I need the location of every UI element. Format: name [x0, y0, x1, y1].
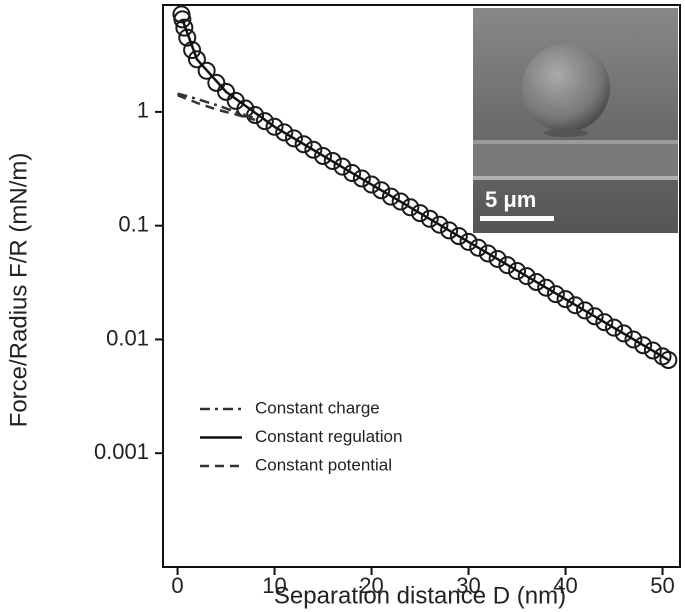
- plot-frame: [162, 4, 681, 568]
- data-point: [605, 318, 624, 337]
- data-point: [304, 140, 323, 159]
- data-point: [478, 244, 497, 263]
- data-point: [643, 341, 662, 360]
- data-point: [556, 290, 575, 309]
- y-tick-label: 0.01: [106, 325, 149, 350]
- data-point: [659, 350, 678, 369]
- data-point: [372, 181, 391, 200]
- data-point: [275, 123, 294, 142]
- data-point: [197, 61, 216, 80]
- y-axis-label: Force/Radius F/R (mN/m): [5, 153, 32, 428]
- data-point: [430, 215, 449, 234]
- data-point: [440, 221, 459, 240]
- data-point: [207, 73, 226, 92]
- data-point: [265, 117, 284, 136]
- data-point: [323, 152, 342, 171]
- data-point: [343, 164, 362, 183]
- data-point: [411, 204, 430, 223]
- data-point: [175, 18, 194, 37]
- data-point: [585, 307, 604, 326]
- data-point: [459, 232, 478, 251]
- x-tick-label: 40: [553, 573, 577, 598]
- x-tick-label: 0: [171, 573, 183, 598]
- x-tick-label: 20: [359, 573, 383, 598]
- legend-label: Constant charge: [255, 398, 380, 417]
- data-point: [284, 129, 303, 148]
- y-tick-label: 1: [137, 98, 149, 123]
- data-point: [566, 296, 585, 315]
- data-point: [236, 99, 255, 118]
- data-point: [537, 278, 556, 297]
- data-point: [449, 227, 468, 246]
- data-point: [255, 112, 274, 131]
- data-point: [314, 146, 333, 165]
- data-point: [508, 261, 527, 280]
- data-point: [498, 256, 517, 275]
- x-tick-label: 10: [262, 573, 286, 598]
- data-point: [294, 135, 313, 154]
- data-point: [420, 209, 439, 228]
- data-point: [352, 169, 371, 188]
- data-point: [183, 40, 202, 59]
- data-point: [362, 175, 381, 194]
- data-point: [527, 272, 546, 291]
- fit-line: [177, 92, 256, 120]
- scale-bar-label: 5 μm: [485, 187, 536, 212]
- data-point: [575, 301, 594, 320]
- x-tick-label: 30: [456, 573, 480, 598]
- y-tick-label: 0.1: [118, 211, 149, 236]
- data-point: [401, 198, 420, 217]
- data-point: [595, 313, 614, 332]
- x-tick-label: 50: [650, 573, 674, 598]
- data-point: [381, 187, 400, 206]
- data-point: [546, 285, 565, 304]
- data-point: [187, 50, 206, 69]
- data-point: [488, 249, 507, 268]
- data-point: [391, 192, 410, 211]
- legend-label: Constant regulation: [255, 427, 402, 446]
- data-point: [217, 82, 236, 101]
- fit-line: [181, 18, 669, 362]
- fit-line: [177, 94, 256, 122]
- data-point: [634, 336, 653, 355]
- data-point: [469, 238, 488, 257]
- data-point: [624, 330, 643, 349]
- data-point: [173, 10, 192, 29]
- data-point: [614, 324, 633, 343]
- y-tick-label: 0.001: [94, 439, 149, 464]
- inset-image: 5 μm: [473, 8, 678, 233]
- legend-label: Constant potential: [255, 455, 392, 474]
- data-point: [517, 267, 536, 286]
- data-point: [333, 157, 352, 176]
- x-axis-label: Separation distance D (nm): [274, 582, 566, 609]
